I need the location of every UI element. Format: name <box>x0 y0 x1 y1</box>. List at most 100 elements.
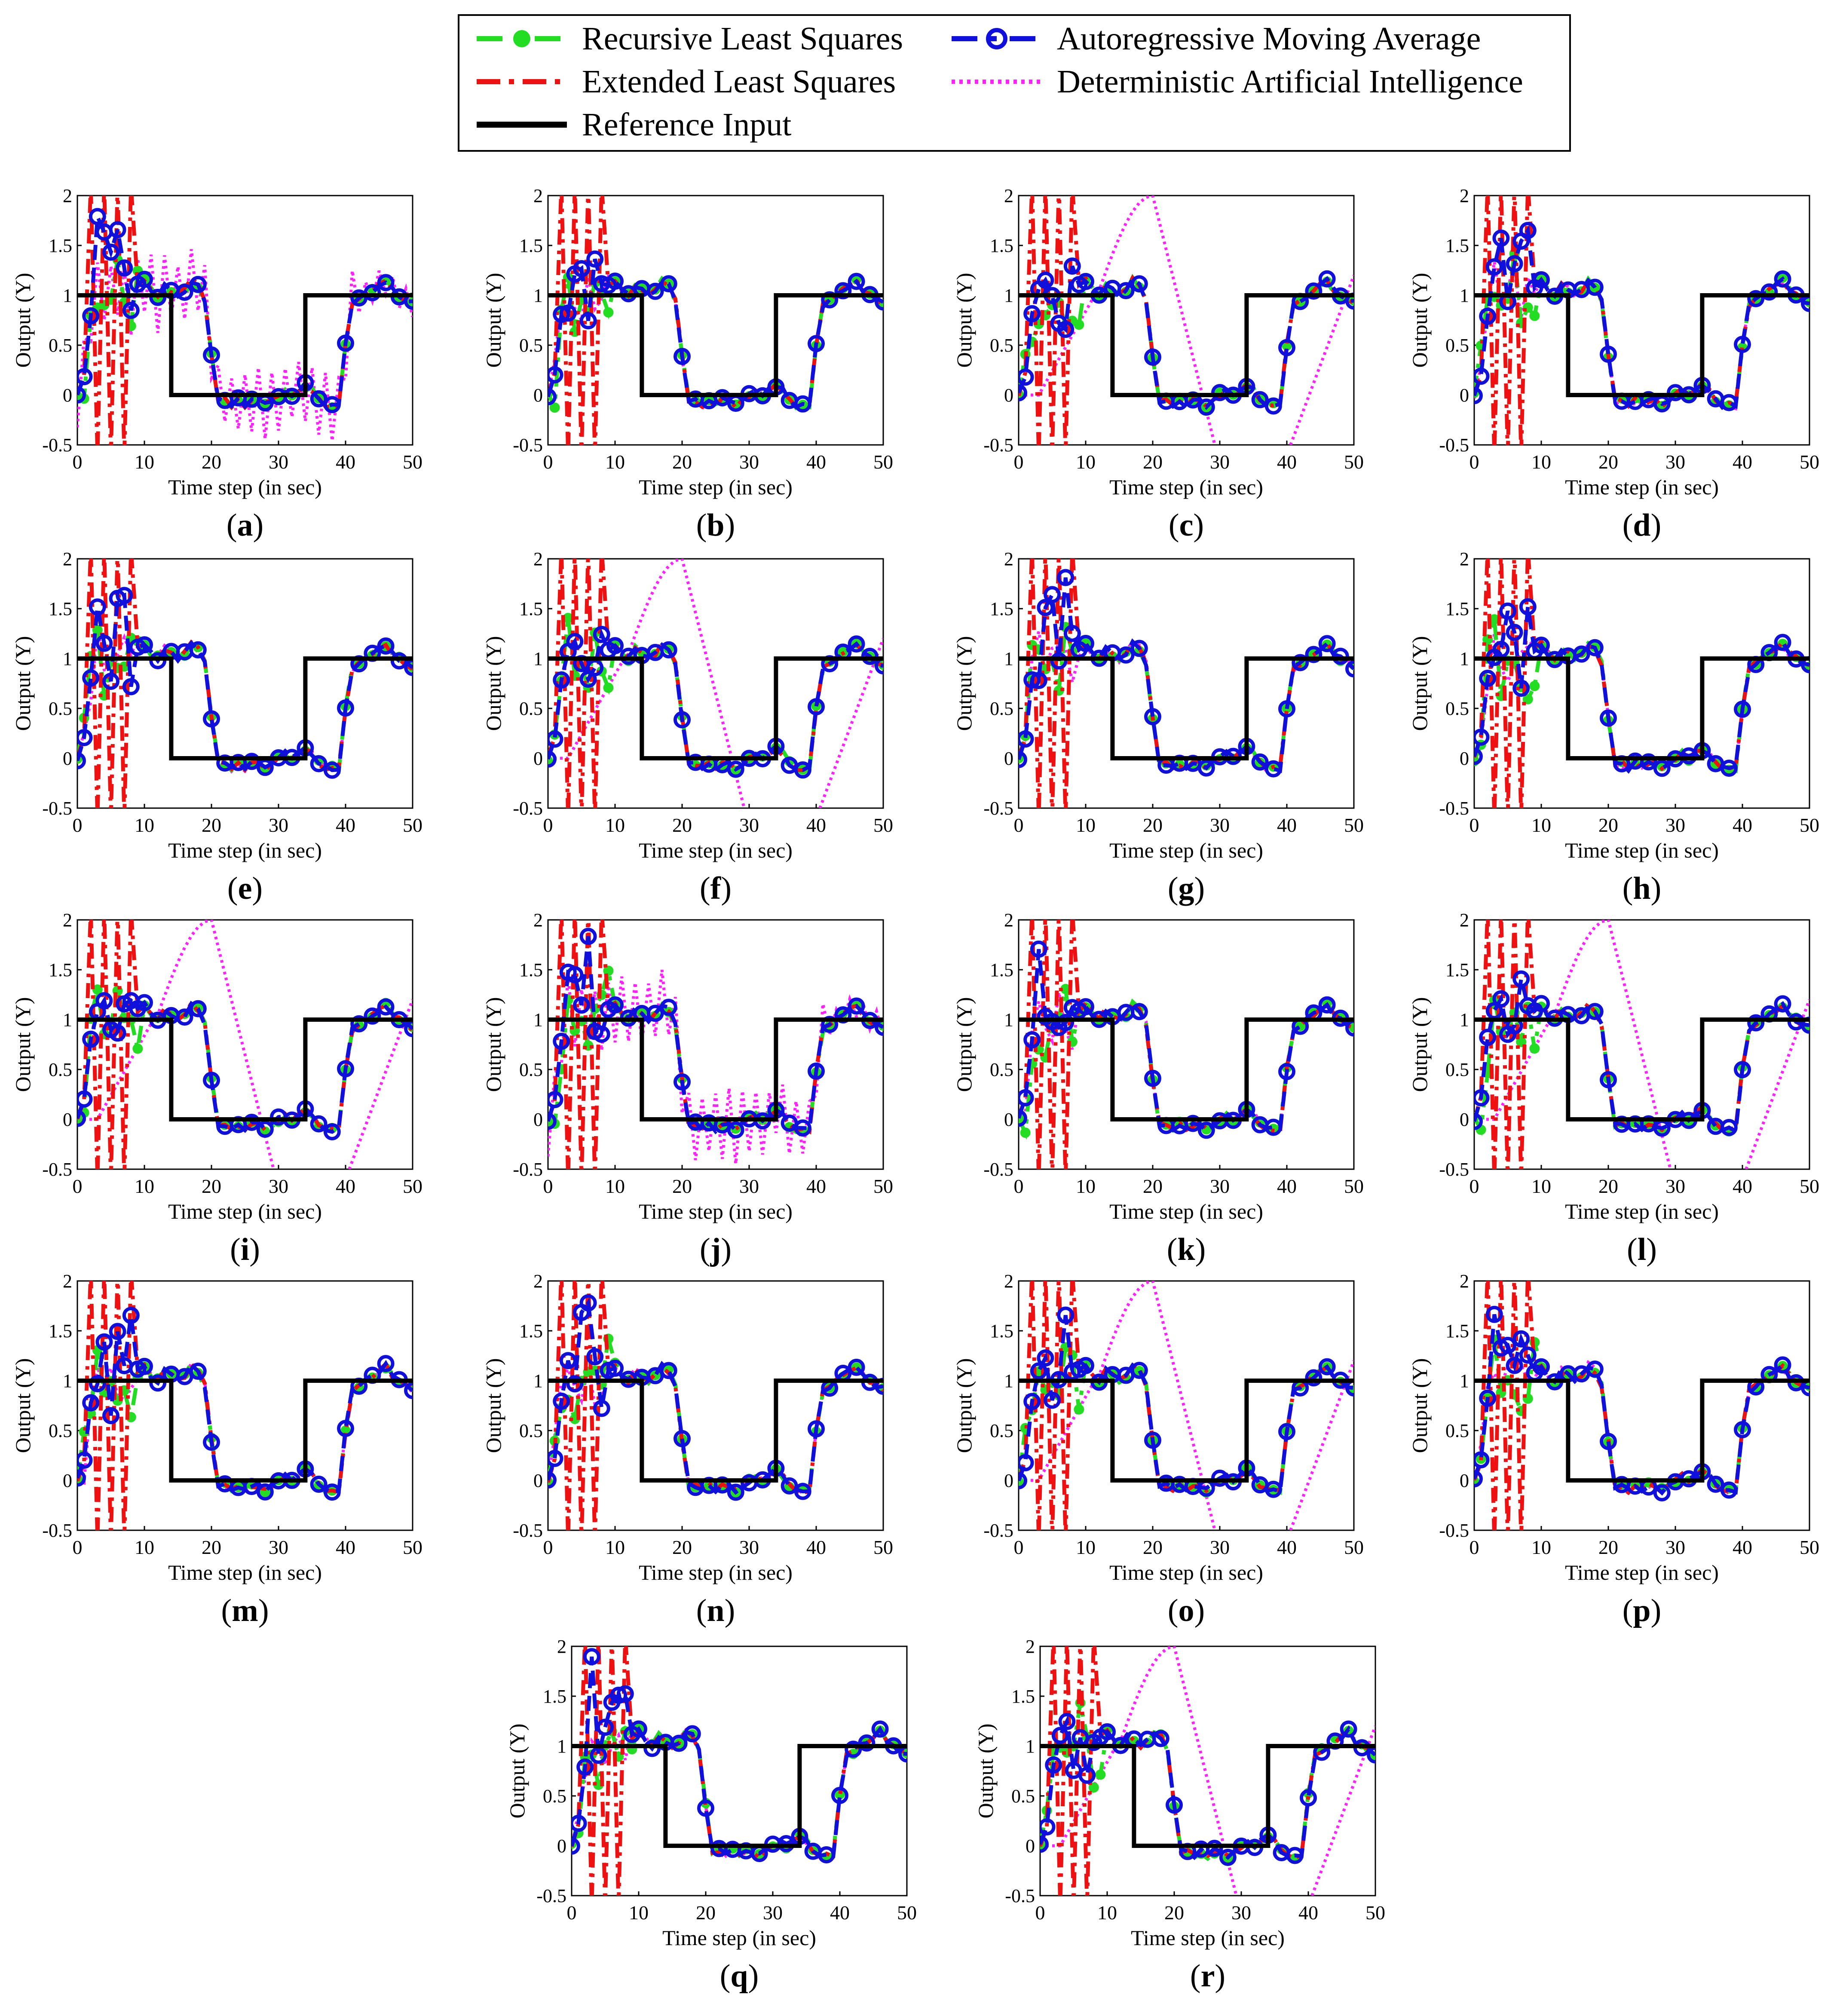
arma-point <box>597 1719 614 1736</box>
arma-point <box>566 633 584 650</box>
subplot-r: 0 10 20 30 40 50 2 1.5 1 0.5 0 -0.5 Time step (in se… <box>967 1636 1414 2016</box>
x-tick-label: 10 <box>605 1175 625 1197</box>
y-tick-label: 1.5 <box>990 598 1013 619</box>
x-tick-label: 20 <box>202 1175 221 1197</box>
arma-point <box>898 1745 907 1763</box>
x-tick-label: 30 <box>1665 814 1685 836</box>
arma-point <box>1040 1818 1056 1836</box>
arma-point <box>122 302 140 319</box>
arma-point <box>404 1382 413 1399</box>
series-els <box>548 920 883 1169</box>
arma-point <box>1474 728 1490 746</box>
arma-point <box>1801 1017 1809 1034</box>
subplot-label-l: (l) <box>1627 1232 1657 1267</box>
arma-point <box>553 671 570 689</box>
x-axis-label: Time step (in sec) <box>1131 1926 1285 1950</box>
arma-point <box>794 395 811 413</box>
arma-point <box>566 966 584 983</box>
arma-point <box>1063 625 1081 642</box>
x-tick-label: 40 <box>806 1536 826 1558</box>
arma-point <box>1479 1029 1497 1046</box>
arma-point <box>1197 398 1215 416</box>
arma-point <box>848 1358 865 1376</box>
y-tick-label: 2 <box>1026 1636 1035 1657</box>
series-els <box>1040 1646 1375 1896</box>
series-reference <box>572 1744 907 1848</box>
arma-point <box>323 1123 341 1140</box>
x-tick-label: 0 <box>1035 1902 1045 1924</box>
arma-point <box>1019 1089 1034 1106</box>
arma-point <box>1340 1720 1357 1738</box>
rls-point <box>1074 319 1084 330</box>
arma-point <box>1057 321 1075 338</box>
y-tick-label: 0.5 <box>519 1420 543 1441</box>
y-tick-label: 0 <box>1460 1470 1469 1491</box>
arma-point <box>1519 1346 1537 1364</box>
arma-point <box>630 1720 647 1738</box>
arma-point <box>1367 1746 1375 1764</box>
y-axis-label: Output (Y) <box>952 1358 976 1453</box>
arma-point <box>548 751 557 768</box>
y-tick-label: -0.5 <box>1439 798 1469 819</box>
arma-point <box>1117 646 1135 664</box>
y-tick-label: 1.5 <box>49 959 72 980</box>
axes-box <box>1039 1645 1376 1897</box>
y-tick-label: 1.5 <box>1445 598 1469 619</box>
x-tick-label: 50 <box>873 1175 893 1197</box>
arma-point <box>548 388 557 406</box>
x-axis-label: Time step (in sec) <box>639 1199 793 1223</box>
x-axis-label: Time step (in sec) <box>639 475 793 499</box>
arma-point <box>1305 646 1323 663</box>
series-els <box>1474 196 1809 445</box>
y-axis-label: Output (Y) <box>1408 997 1432 1092</box>
arma-point <box>579 928 597 945</box>
x-tick-label: 0 <box>543 1175 553 1197</box>
arma-point <box>1023 305 1041 322</box>
legend-swatch-rls <box>477 30 567 47</box>
arma-point <box>1057 1306 1075 1324</box>
arma-point <box>1278 339 1295 356</box>
arma-point <box>646 282 664 300</box>
y-tick-label: 1.5 <box>49 235 72 256</box>
legend-label-arma: Autoregressive Moving Average <box>1057 21 1481 57</box>
arma-point <box>1030 941 1047 958</box>
series-reference <box>1019 1379 1354 1483</box>
arma-point <box>136 1357 153 1375</box>
arma-point <box>1720 1481 1738 1499</box>
x-axis-label: Time step (in sec) <box>1109 1560 1263 1584</box>
arma-point <box>1077 1357 1094 1374</box>
y-tick-label: -0.5 <box>983 798 1013 819</box>
y-tick-label: 0 <box>1026 1835 1035 1857</box>
series-reference <box>1474 656 1809 760</box>
y-tick-label: 1 <box>1004 648 1013 669</box>
arma-point <box>404 1020 413 1037</box>
arma-point <box>821 291 839 309</box>
arma-point <box>660 999 677 1016</box>
x-tick-label: 0 <box>1014 1175 1024 1197</box>
arma-point <box>1019 730 1034 748</box>
y-tick-label: 2 <box>1004 910 1013 931</box>
arma-point <box>1077 634 1094 652</box>
y-tick-label: 2 <box>1460 1271 1469 1292</box>
series-reference <box>77 293 413 397</box>
legend-swatch-arma <box>952 28 1042 49</box>
arma-point <box>845 1740 862 1758</box>
arma-point <box>606 637 624 655</box>
arma-point <box>149 652 167 670</box>
arma-point <box>1051 1727 1069 1744</box>
arma-point <box>323 1483 341 1501</box>
arma-point <box>95 634 113 652</box>
subplot-q: 0 10 20 30 40 50 2 1.5 1 0.5 0 -0.5 Time step (in se… <box>499 1636 946 2016</box>
y-tick-label: 0 <box>1004 1470 1013 1491</box>
arma-point <box>1063 257 1081 275</box>
arma-point <box>122 1307 140 1324</box>
y-tick-label: 2 <box>533 548 543 570</box>
arma-point <box>1023 1393 1041 1410</box>
arma-point <box>203 710 220 728</box>
x-tick-label: 0 <box>73 1536 83 1558</box>
arma-point <box>377 637 395 655</box>
arma-point <box>1077 998 1094 1016</box>
